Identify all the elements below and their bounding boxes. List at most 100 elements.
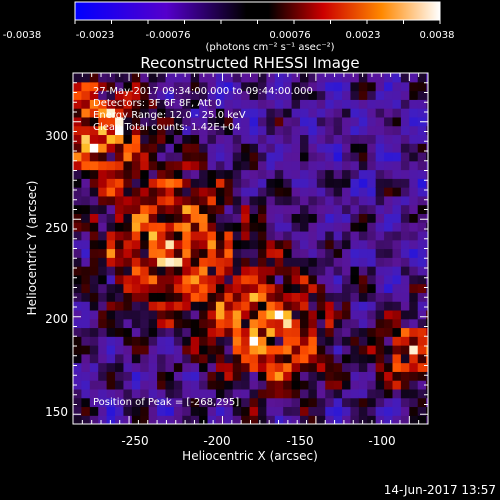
heatmap-cell <box>173 362 183 372</box>
heatmap-cell <box>207 73 217 83</box>
heatmap-cell <box>73 327 83 337</box>
heatmap-cell <box>316 283 326 293</box>
heatmap-cell <box>342 388 352 399</box>
heatmap-cell <box>140 204 150 214</box>
heatmap-cell <box>291 257 301 267</box>
heatmap-cell <box>199 230 209 241</box>
heatmap-cell <box>115 301 125 311</box>
heatmap-cell <box>257 248 267 258</box>
x-tick-label: -100 <box>368 434 395 448</box>
heatmap-cell <box>207 336 217 346</box>
heatmap-cell <box>333 204 343 214</box>
heatmap-cell <box>89 230 99 241</box>
heatmap-cell <box>342 345 352 355</box>
heatmap-cell <box>274 362 284 372</box>
heatmap-cell <box>157 90 167 100</box>
heatmap-cell <box>257 134 267 144</box>
heatmap-cell <box>375 353 385 364</box>
heatmap-cell <box>106 204 116 214</box>
heatmap-cell <box>81 266 91 276</box>
heatmap-cell <box>308 309 318 320</box>
heatmap-cell <box>241 178 251 188</box>
heatmap-cell <box>325 274 335 285</box>
heatmap-cell <box>207 178 217 188</box>
heatmap-cell <box>131 345 141 355</box>
heatmap-cell <box>241 274 251 285</box>
heatmap-cell <box>342 160 352 171</box>
heatmap-cell <box>409 415 419 424</box>
heatmap-cell <box>115 388 125 399</box>
heatmap-cell <box>308 134 318 144</box>
heatmap-cell <box>392 345 402 355</box>
heatmap-cell <box>417 362 427 372</box>
heatmap-cell <box>98 81 108 92</box>
heatmap-cell <box>224 151 234 162</box>
heatmap-cell <box>426 151 428 162</box>
heatmap-cell <box>274 178 284 188</box>
heatmap-cell <box>115 415 125 424</box>
heatmap-cell <box>291 309 301 320</box>
heatmap-cell <box>392 99 402 109</box>
heatmap-cell <box>325 415 335 424</box>
heatmap-cell <box>426 266 428 276</box>
heatmap-cell <box>325 362 335 372</box>
heatmap-cell <box>367 204 377 214</box>
heatmap-cell <box>182 406 192 416</box>
heatmap-cell <box>350 371 360 381</box>
heatmap-cell <box>392 371 402 381</box>
heatmap-cell <box>257 318 267 329</box>
heatmap-cell <box>89 99 99 109</box>
heatmap-cell <box>190 301 200 311</box>
heatmap-cell <box>392 108 402 118</box>
heatmap-cell <box>375 397 385 408</box>
heatmap-cell <box>325 301 335 311</box>
heatmap-cell <box>148 230 158 241</box>
heatmap-cell <box>308 388 318 399</box>
heatmap-cell <box>148 380 158 390</box>
heatmap-cell <box>266 239 276 250</box>
heatmap-cell <box>300 371 310 381</box>
heatmap-cell <box>300 195 310 206</box>
heatmap-cell <box>182 380 192 390</box>
heatmap-cell <box>232 99 242 109</box>
heatmap-cell <box>157 116 167 127</box>
heatmap-cell <box>375 336 385 346</box>
heatmap-cell <box>266 415 276 424</box>
heatmap-cell <box>367 397 377 408</box>
heatmap-cell <box>266 318 276 329</box>
heatmap-cell <box>316 187 326 197</box>
heatmap-cell <box>384 99 394 109</box>
heatmap-cell <box>300 134 310 144</box>
heatmap-cell <box>173 380 183 390</box>
heatmap-cell <box>316 406 326 416</box>
heatmap-cell <box>115 204 125 214</box>
heatmap-cell <box>165 380 175 390</box>
heatmap-cell <box>182 371 192 381</box>
heatmap-cell <box>316 380 326 390</box>
heatmap-cell <box>400 143 410 153</box>
heatmap-cell <box>241 301 251 311</box>
heatmap-cell <box>274 134 284 144</box>
heatmap-cell <box>257 362 267 372</box>
heatmap-cell <box>350 362 360 372</box>
heatmap-cell <box>384 90 394 100</box>
heatmap-cell <box>81 388 91 399</box>
heatmap-cell <box>300 222 310 232</box>
heatmap-cell <box>358 222 368 232</box>
heatmap-cell <box>417 397 427 408</box>
heatmap-cell <box>207 345 217 355</box>
heatmap-cell <box>241 318 251 329</box>
heatmap-cell <box>241 125 251 136</box>
heatmap-cell <box>291 90 301 100</box>
heatmap-cell <box>384 353 394 364</box>
heatmap-cell <box>358 327 368 337</box>
heatmap-cell <box>274 380 284 390</box>
heatmap-cell <box>367 187 377 197</box>
heatmap-cell <box>131 239 141 250</box>
heatmap-cell <box>123 309 133 320</box>
heatmap-cell <box>81 108 91 118</box>
heatmap-cell <box>375 283 385 293</box>
heatmap-cell <box>350 204 360 214</box>
heatmap-cell <box>232 292 242 302</box>
heatmap-cell <box>367 371 377 381</box>
